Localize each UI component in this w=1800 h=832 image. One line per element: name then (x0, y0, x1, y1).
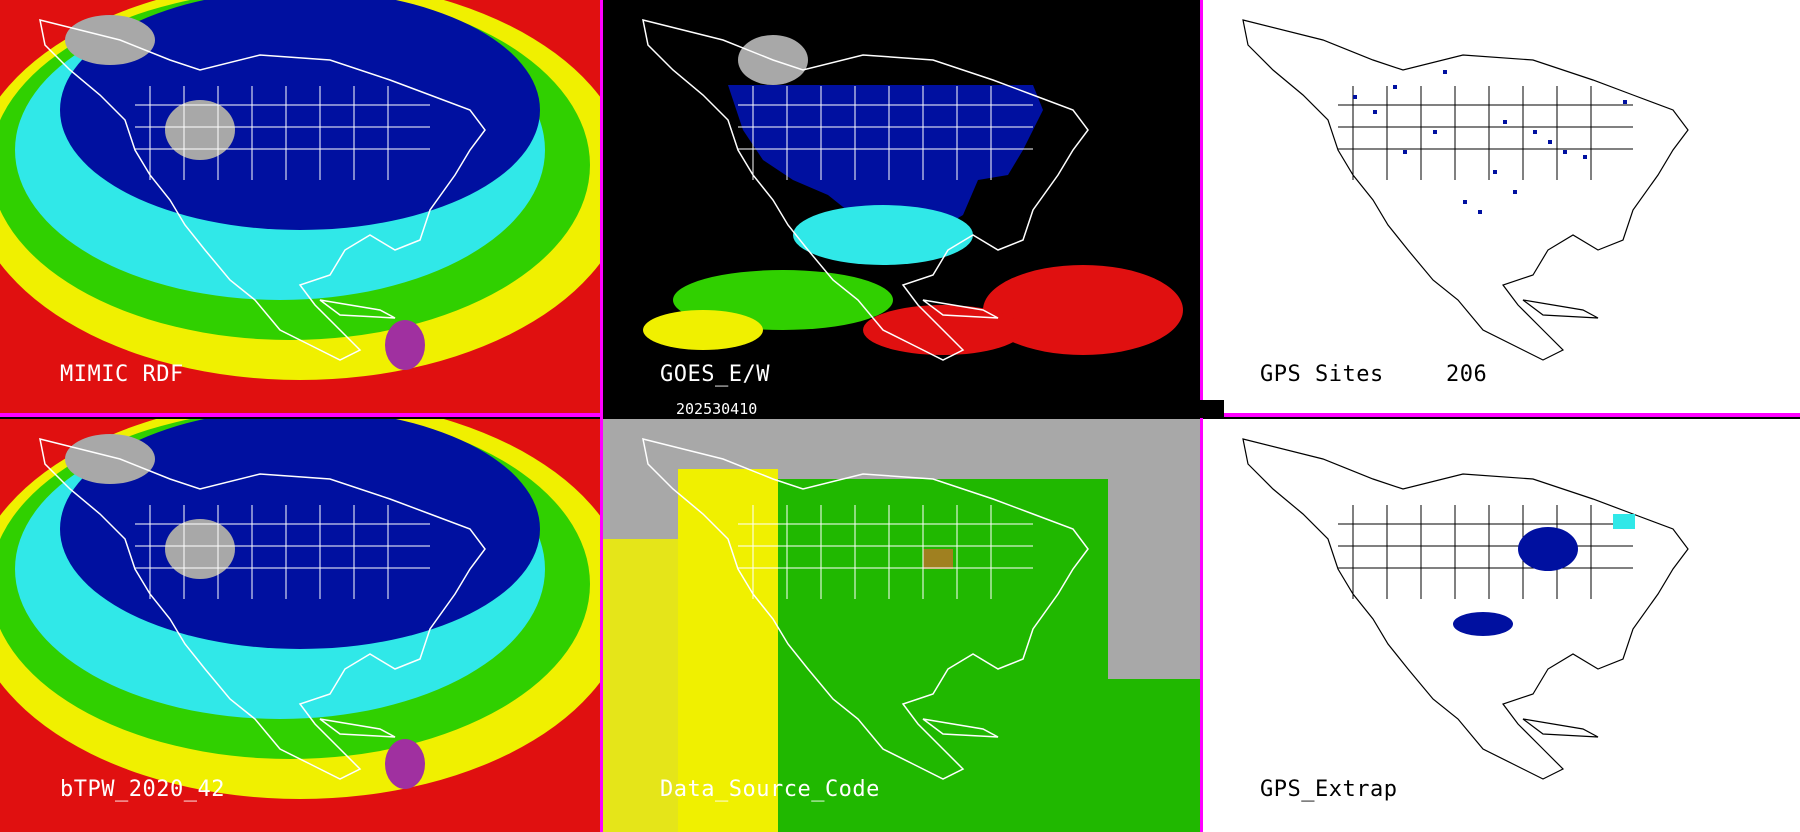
dry-region (65, 434, 155, 484)
moisture-field-blue (728, 85, 1043, 230)
gps-site-marker (1513, 190, 1517, 194)
dry-region (65, 15, 155, 65)
coastline (1522, 718, 1599, 738)
gps-site-marker (1533, 130, 1537, 134)
panel-label-mimic: MIMIC RDF (60, 362, 184, 387)
moisture-field-red (983, 265, 1183, 355)
gps-site-marker (1373, 110, 1377, 114)
btpw-panel: bTPW_2020_42 (0, 419, 600, 832)
gps-site-marker (1493, 170, 1497, 174)
gps-site-marker (1353, 95, 1357, 99)
divider-horizontal-right (1203, 413, 1800, 417)
data-source-code-map (603, 419, 1200, 832)
panel-label-gps-sites: GPS Sites (1260, 362, 1384, 387)
gps-site-marker (1463, 200, 1467, 204)
gps-site-marker (1393, 85, 1397, 89)
gps-extrap-region (1613, 514, 1635, 529)
coastline (1522, 299, 1599, 319)
moisture-band-blue (60, 419, 540, 649)
gps-site-marker (1623, 100, 1627, 104)
mimic-rdf-panel: MIMIC RDF (0, 0, 600, 413)
gps-extrap-map (1242, 438, 1689, 780)
state-borders (1338, 505, 1633, 599)
panel-label-data-source-code: Data_Source_Code (660, 777, 880, 802)
state-borders (135, 505, 430, 599)
coastline (1242, 19, 1689, 361)
panel-label-btpw: bTPW_2020_42 (60, 777, 225, 802)
coastline (922, 299, 999, 319)
moist-peak (385, 320, 425, 370)
gps-site-marker (1403, 150, 1407, 154)
goes-map (603, 0, 1200, 413)
gps-site-marker (1563, 150, 1567, 154)
panel-label-goes: GOES_E/W (660, 362, 770, 387)
data-source-code-panel: Data_Source_Code (603, 419, 1200, 832)
gps-site-marker (1548, 140, 1552, 144)
gps-site-count: 206 (1446, 362, 1488, 387)
divider-vertical-left (600, 0, 603, 832)
coastline (922, 718, 999, 738)
source-code-green (778, 479, 1108, 679)
gps-extrap-panel: GPS_Extrap (1203, 419, 1800, 832)
gps-site-marker (1478, 210, 1482, 214)
mimic-rdf-map (0, 0, 600, 413)
gps-site-marker (1583, 155, 1587, 159)
state-borders (1338, 86, 1633, 180)
dry-region (165, 519, 235, 579)
source-code-brown (923, 549, 953, 569)
gps-site-marker (1433, 130, 1437, 134)
moisture-band-blue (60, 0, 540, 230)
gps-site-marker (1443, 70, 1447, 74)
gps-sites-panel: GPS Sites 206 (1203, 0, 1800, 413)
goes-panel: GOES_E/W (603, 0, 1200, 413)
source-code-green (778, 679, 1200, 832)
coastline (1242, 438, 1689, 780)
btpw-map (0, 419, 600, 832)
coastline (319, 299, 396, 319)
panel-label-gps-extrap: GPS_Extrap (1260, 777, 1398, 802)
gps-sites-map (1242, 19, 1689, 361)
moisture-field-yellow (643, 310, 763, 350)
moist-peak (385, 739, 425, 789)
state-borders (738, 505, 1033, 599)
moisture-field-cyan (793, 205, 973, 265)
state-borders (135, 86, 430, 180)
divider-horizontal-left (0, 413, 600, 417)
gps-extrap-region (1453, 612, 1513, 636)
coastline (319, 718, 396, 738)
dry-region (165, 100, 235, 160)
gps-site-marker (1503, 120, 1507, 124)
gps-extrap-region (1518, 527, 1578, 571)
state-borders (738, 86, 1033, 180)
date-stamp: 202530410 (668, 400, 1224, 418)
